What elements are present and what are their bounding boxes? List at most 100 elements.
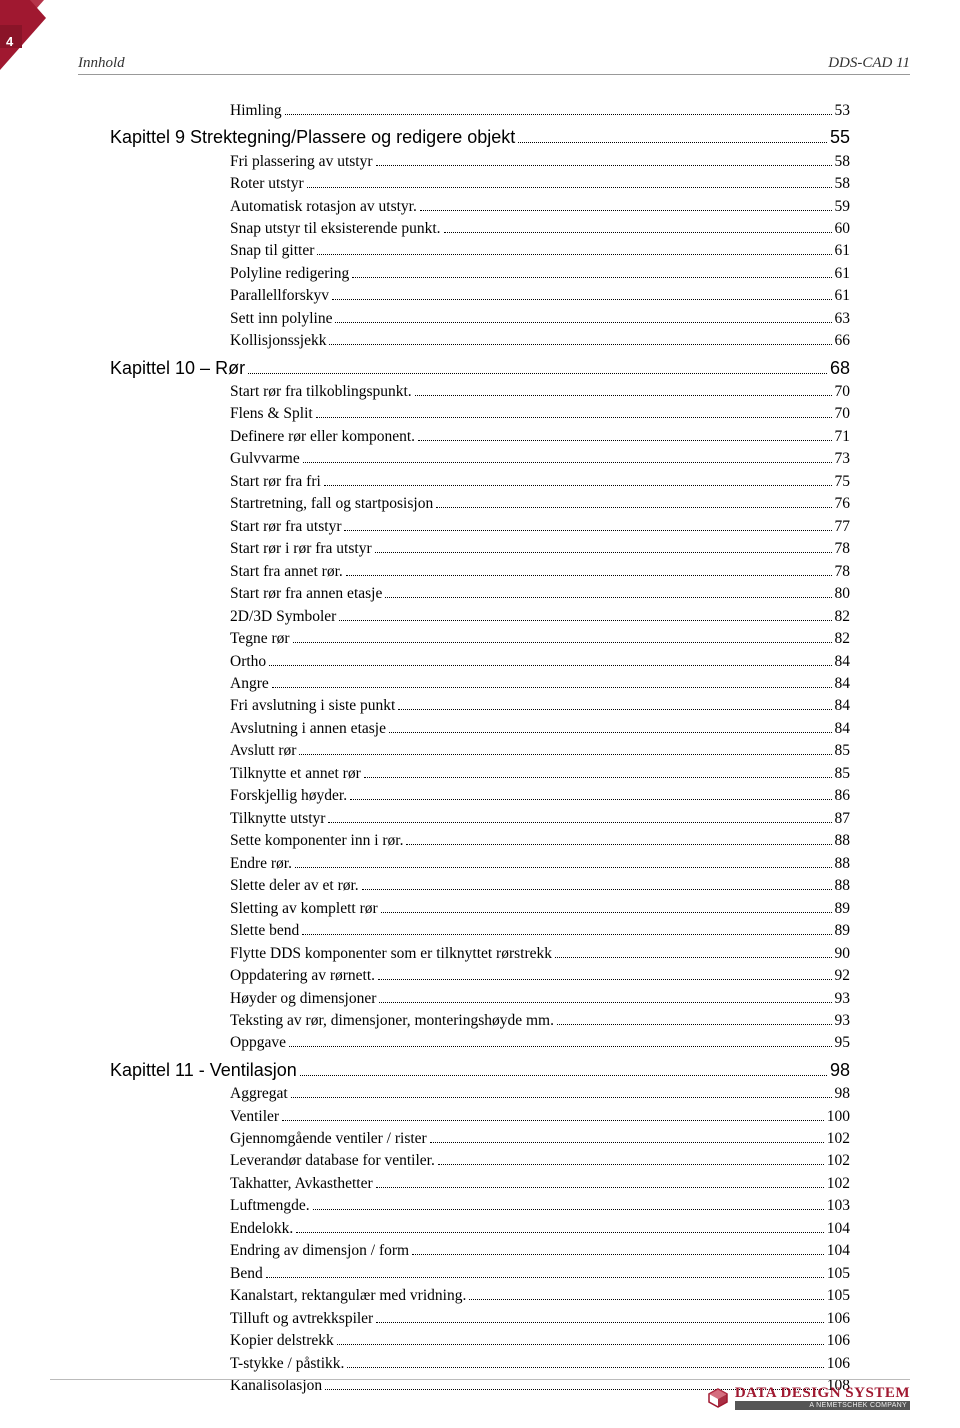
toc-entry[interactable]: Flytte DDS komponenter som er tilknyttet…: [230, 943, 850, 965]
toc-entry[interactable]: Fri avslutning i siste punkt84: [230, 695, 850, 717]
toc-entry[interactable]: Ventiler100: [230, 1106, 850, 1128]
toc-entry[interactable]: Endelokk.104: [230, 1218, 850, 1240]
toc-entry[interactable]: Polyline redigering61: [230, 263, 850, 285]
toc-chapter[interactable]: Kapittel 11 - Ventilasjon98: [110, 1057, 850, 1083]
toc-entry[interactable]: Takhatter, Avkasthetter102: [230, 1173, 850, 1195]
toc-page-number: 61: [835, 263, 851, 285]
toc-page-number: 73: [835, 448, 851, 470]
toc-title: Tilknytte utstyr: [230, 808, 325, 830]
toc-page-number: 102: [827, 1128, 850, 1150]
toc-leader-dots: [316, 406, 832, 418]
toc-entry[interactable]: Ortho84: [230, 651, 850, 673]
toc-leader-dots: [418, 428, 831, 440]
toc-leader-dots: [296, 1220, 823, 1232]
table-of-contents: Himling53Kapittel 9 Strektegning/Plasser…: [170, 100, 850, 1398]
logo-tagline: A NEMETSCHEK COMPANY: [735, 1401, 910, 1410]
toc-entry[interactable]: Start rør fra tilkoblingspunkt.70: [230, 381, 850, 403]
toc-entry[interactable]: Start fra annet rør.78: [230, 561, 850, 583]
toc-entry[interactable]: T-stykke / påstikk.106: [230, 1353, 850, 1375]
toc-entry[interactable]: Bend105: [230, 1263, 850, 1285]
toc-title: Bend: [230, 1263, 263, 1285]
toc-entry[interactable]: Angre84: [230, 673, 850, 695]
toc-title: Sett inn polyline: [230, 308, 332, 330]
toc-entry[interactable]: Himling53: [230, 100, 850, 122]
toc-leader-dots: [329, 333, 831, 345]
toc-entry[interactable]: Aggregat98: [230, 1083, 850, 1105]
toc-entry[interactable]: Tegne rør82: [230, 628, 850, 650]
toc-entry[interactable]: Teksting av rør, dimensjoner, monterings…: [230, 1010, 850, 1032]
toc-entry[interactable]: Sett inn polyline63: [230, 308, 850, 330]
toc-entry[interactable]: Avslutning i annen etasje84: [230, 718, 850, 740]
toc-title: Flytte DDS komponenter som er tilknyttet…: [230, 943, 552, 965]
toc-entry[interactable]: Flens & Split70: [230, 403, 850, 425]
toc-leader-dots: [324, 473, 832, 485]
toc-title: Teksting av rør, dimensjoner, monterings…: [230, 1010, 554, 1032]
toc-entry[interactable]: Start rør fra fri75: [230, 471, 850, 493]
toc-entry[interactable]: Start rør i rør fra utstyr78: [230, 538, 850, 560]
toc-title: Angre: [230, 673, 269, 695]
toc-title: Luftmengde.: [230, 1195, 310, 1217]
toc-title: Slette bend: [230, 920, 299, 942]
toc-page-number: 85: [835, 763, 851, 785]
toc-entry[interactable]: Automatisk rotasjon av utstyr.59: [230, 196, 850, 218]
toc-entry[interactable]: Gulvvarme73: [230, 448, 850, 470]
toc-page-number: 61: [835, 285, 851, 307]
toc-entry[interactable]: Forskjellig høyder.86: [230, 785, 850, 807]
toc-leader-dots: [303, 451, 832, 463]
toc-page-number: 95: [835, 1032, 851, 1054]
toc-entry[interactable]: Oppdatering av rørnett.92: [230, 965, 850, 987]
toc-title: Avslutt rør: [230, 740, 296, 762]
logo-company: DATA DESIGN SYSTEM: [735, 1386, 910, 1401]
toc-entry[interactable]: Roter utstyr58: [230, 173, 850, 195]
toc-entry[interactable]: Kopier delstrekk106: [230, 1330, 850, 1352]
toc-entry[interactable]: Start rør fra annen etasje80: [230, 583, 850, 605]
toc-entry[interactable]: Start rør fra utstyr77: [230, 516, 850, 538]
toc-entry[interactable]: Gjennomgående ventiler / rister102: [230, 1128, 850, 1150]
toc-entry[interactable]: 2D/3D Symboler82: [230, 606, 850, 628]
toc-leader-dots: [376, 1176, 824, 1188]
toc-chapter[interactable]: Kapittel 9 Strektegning/Plassere og redi…: [110, 124, 850, 150]
toc-entry[interactable]: Endre rør.88: [230, 853, 850, 875]
toc-title: 2D/3D Symboler: [230, 606, 336, 628]
toc-chapter[interactable]: Kapittel 10 – Rør68: [110, 355, 850, 381]
toc-entry[interactable]: Kanalstart, rektangulær med vridning.105: [230, 1285, 850, 1307]
toc-leader-dots: [293, 631, 832, 643]
toc-title: Tilknytte et annet rør: [230, 763, 361, 785]
toc-title: Snap utstyr til eksisterende punkt.: [230, 218, 441, 240]
toc-entry[interactable]: Parallellforskyv61: [230, 285, 850, 307]
toc-entry[interactable]: Leverandør database for ventiler.102: [230, 1150, 850, 1172]
toc-leader-dots: [335, 310, 831, 322]
toc-entry[interactable]: Oppgave95: [230, 1032, 850, 1054]
toc-title: Takhatter, Avkasthetter: [230, 1173, 373, 1195]
toc-entry[interactable]: Snap til gitter61: [230, 240, 850, 262]
toc-leader-dots: [376, 153, 832, 165]
toc-entry[interactable]: Snap utstyr til eksisterende punkt.60: [230, 218, 850, 240]
toc-entry[interactable]: Definere rør eller komponent.71: [230, 426, 850, 448]
toc-title: Endre rør.: [230, 853, 292, 875]
toc-entry[interactable]: Luftmengde.103: [230, 1195, 850, 1217]
toc-entry[interactable]: Slette deler av et rør.88: [230, 875, 850, 897]
toc-title: Sletting av komplett rør: [230, 898, 378, 920]
toc-title: Leverandør database for ventiler.: [230, 1150, 435, 1172]
toc-entry[interactable]: Kollisjonssjekk66: [230, 330, 850, 352]
toc-leader-dots: [289, 1035, 832, 1047]
toc-entry[interactable]: Startretning, fall og startposisjon76: [230, 493, 850, 515]
toc-entry[interactable]: Tilknytte utstyr87: [230, 808, 850, 830]
toc-title: Fri avslutning i siste punkt: [230, 695, 395, 717]
toc-title: Start rør fra utstyr: [230, 516, 341, 538]
toc-entry[interactable]: Avslutt rør 85: [230, 740, 850, 762]
toc-entry[interactable]: Fri plassering av utstyr58: [230, 151, 850, 173]
toc-entry[interactable]: Endring av dimensjon / form104: [230, 1240, 850, 1262]
toc-entry[interactable]: Slette bend89: [230, 920, 850, 942]
header-left: Innhold: [78, 55, 125, 72]
toc-entry[interactable]: Høyder og dimensjoner93: [230, 988, 850, 1010]
toc-leader-dots: [272, 676, 832, 688]
toc-entry[interactable]: Tilknytte et annet rør 85: [230, 763, 850, 785]
toc-entry[interactable]: Sette komponenter inn i rør.88: [230, 830, 850, 852]
toc-entry[interactable]: Tilluft og avtrekkspiler106: [230, 1308, 850, 1330]
toc-title: Kopier delstrekk: [230, 1330, 334, 1352]
toc-page-number: 71: [835, 426, 851, 448]
toc-entry[interactable]: Sletting av komplett rør89: [230, 898, 850, 920]
toc-page-number: 85: [835, 740, 851, 762]
toc-leader-dots: [352, 266, 831, 278]
